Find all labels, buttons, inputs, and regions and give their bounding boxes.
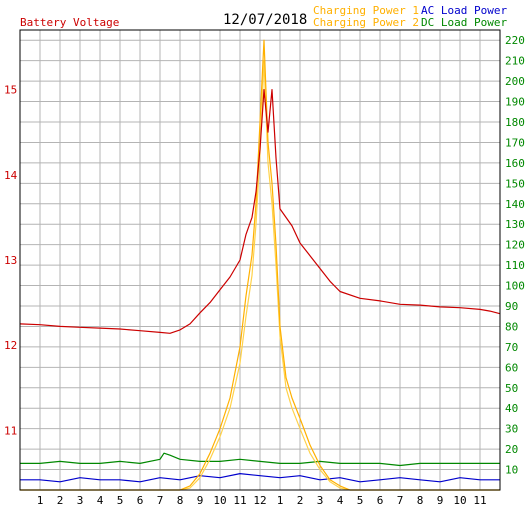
- x-tick-label: 5: [117, 494, 124, 507]
- y-right-tick-label: 120: [505, 239, 525, 252]
- x-tick-label: 7: [157, 494, 164, 507]
- x-tick-label: 4: [337, 494, 344, 507]
- series-lines: [19, 39, 501, 491]
- y-right-tick-label: 30: [505, 423, 518, 436]
- x-tick-label: 11: [473, 494, 486, 507]
- axis-labels: 1 2 3 4 5 6 7 8 9 10 11 12 1 2 3 4 5 6 7 8 9 10 11111213141510…: [4, 34, 525, 507]
- x-tick-label: 8: [177, 494, 184, 507]
- x-tick-label: 6: [377, 494, 384, 507]
- y-right-tick-label: 60: [505, 361, 518, 374]
- y-right-tick-label: 200: [505, 75, 525, 88]
- y-right-tick-label: 90: [505, 300, 518, 313]
- y-right-tick-label: 50: [505, 382, 518, 395]
- x-tick-label: 5: [357, 494, 364, 507]
- y-right-tick-label: 150: [505, 177, 525, 190]
- y-right-tick-label: 100: [505, 280, 525, 293]
- x-tick-label: 8: [417, 494, 424, 507]
- left-axis-title: Battery Voltage: [20, 16, 120, 29]
- x-tick-label: 10: [213, 494, 226, 507]
- y-right-tick-label: 10: [505, 464, 518, 477]
- y-left-tick-label: 11: [4, 424, 17, 437]
- y-right-tick-label: 180: [505, 116, 525, 129]
- y-right-tick-label: 70: [505, 341, 518, 354]
- y-right-tick-label: 130: [505, 218, 525, 231]
- y-right-tick-label: 170: [505, 136, 525, 149]
- x-tick-label: 6: [137, 494, 144, 507]
- y-right-tick-label: 140: [505, 198, 525, 211]
- chart-date: 12/07/2018: [223, 12, 308, 28]
- x-tick-label: 4: [97, 494, 104, 507]
- x-tick-label: 1: [37, 494, 44, 507]
- series-line-dc-load-power: [20, 452, 500, 467]
- y-right-tick-label: 20: [505, 443, 518, 456]
- y-right-tick-label: 110: [505, 259, 525, 272]
- x-tick-label: 2: [57, 494, 64, 507]
- x-tick-label: 2: [297, 494, 304, 507]
- x-tick-label: 3: [317, 494, 324, 507]
- x-tick-label: 11: [233, 494, 246, 507]
- legend-charging-power-2: Charging Power 2: [313, 16, 419, 29]
- x-tick-label: 12: [253, 494, 266, 507]
- y-left-tick-label: 15: [4, 84, 17, 97]
- grid: [20, 30, 500, 490]
- y-right-tick-label: 210: [505, 55, 525, 68]
- x-tick-label: 1: [277, 494, 284, 507]
- x-tick-label: 9: [197, 494, 204, 507]
- legend-dc-load-power: DC Load Power: [421, 16, 508, 29]
- x-tick-label: 10: [453, 494, 466, 507]
- y-right-tick-label: 220: [505, 34, 525, 47]
- y-right-tick-label: 160: [505, 157, 525, 170]
- plot-frame: [19, 29, 501, 491]
- legend-charging-power-1: Charging Power 1: [313, 4, 419, 17]
- y-right-tick-label: 190: [505, 96, 525, 109]
- series-line-battery-voltage: [19, 88, 501, 334]
- series-line-ac-load-power: [20, 473, 500, 483]
- y-right-tick-label: 80: [505, 320, 518, 333]
- series-line-charging-power-1: [20, 39, 500, 491]
- plot-border: [19, 29, 501, 491]
- x-tick-label: 9: [437, 494, 444, 507]
- x-tick-label: 3: [77, 494, 84, 507]
- y-left-tick-label: 14: [4, 169, 18, 182]
- y-left-tick-label: 13: [4, 254, 17, 267]
- x-tick-label: 7: [397, 494, 404, 507]
- legend-ac-load-power: AC Load Power: [421, 4, 508, 17]
- y-right-tick-label: 40: [505, 402, 518, 415]
- y-left-tick-label: 12: [4, 339, 17, 352]
